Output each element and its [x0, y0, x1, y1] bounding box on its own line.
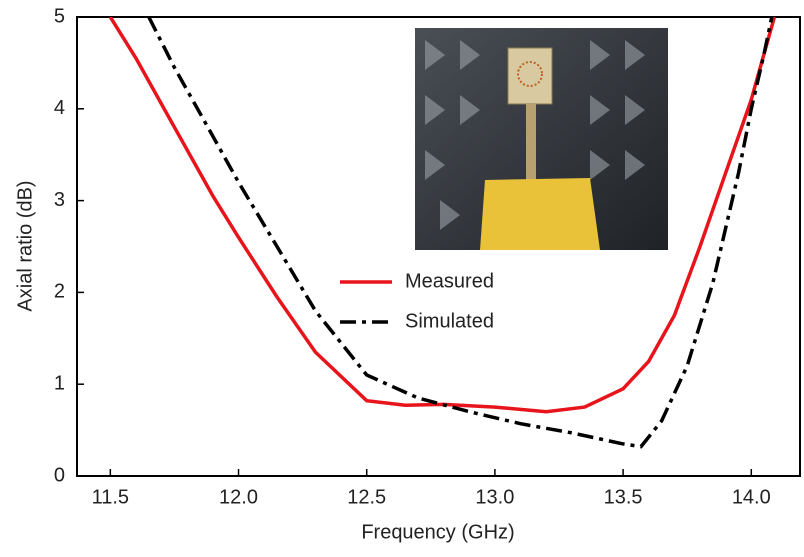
y-tick-label: 5 [54, 5, 65, 27]
series-line [108, 17, 777, 414]
y-tick-label: 3 [54, 189, 65, 211]
y-tick-label: 2 [54, 281, 65, 303]
y-axis-label: Axial ratio (dB) [14, 180, 36, 311]
legend-label: Simulated [405, 310, 494, 332]
x-tick-label: 13.0 [475, 486, 514, 508]
inset-photo [415, 28, 668, 250]
x-tick-label: 14.0 [732, 486, 771, 508]
y-tick-label: 0 [54, 464, 65, 486]
y-tick-label: 1 [54, 372, 65, 394]
x-tick-label: 12.5 [347, 486, 386, 508]
x-tick-label: 11.5 [92, 486, 129, 508]
series-line [147, 17, 774, 449]
x-tick-label: 13.5 [604, 486, 643, 508]
x-axis-label: Frequency (GHz) [361, 521, 514, 543]
legend-label: Measured [405, 270, 494, 292]
x-tick-label: 12.0 [219, 486, 258, 508]
plot-frame [76, 16, 801, 477]
y-tick-label: 4 [54, 97, 65, 119]
